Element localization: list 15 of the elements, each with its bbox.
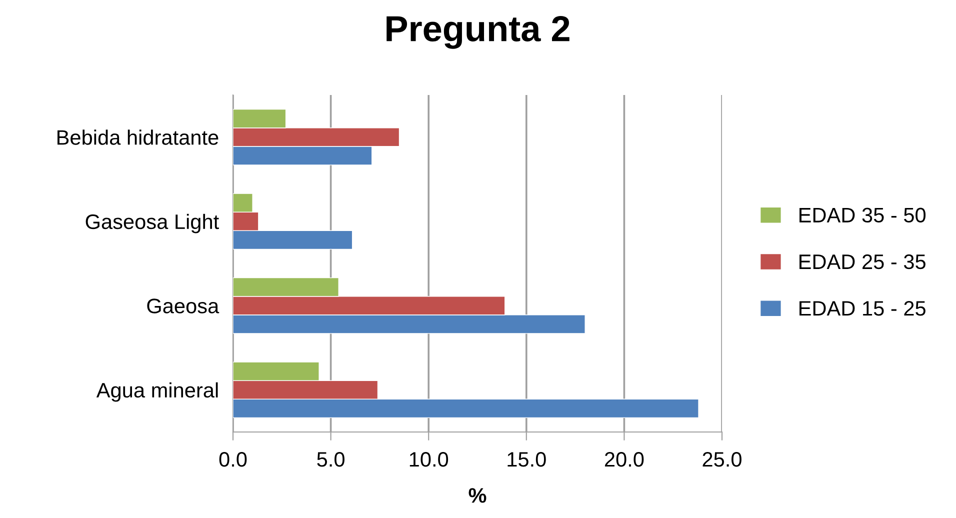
x-tick-label: 20.0 [604, 452, 644, 467]
chart-title: Pregunta 2 [386, 16, 570, 49]
x-axis-title: % [468, 488, 486, 503]
legend-label: EDAD 15 - 25 [800, 301, 926, 316]
x-tick-label: 5.0 [317, 452, 344, 467]
y-tick-label: Bebida hidratante [58, 130, 218, 145]
x-tick-label: 0.0 [219, 452, 247, 467]
x-tick-label: 10.0 [410, 452, 448, 467]
legend-label: EDAD 35 - 50 [800, 208, 926, 223]
legend-label: EDAD 25 - 35 [800, 254, 926, 270]
x-tick-label: 15.0 [508, 452, 546, 467]
y-tick-label: Gaeosa [147, 298, 220, 314]
y-tick-label: Agua mineral [96, 382, 218, 402]
x-tick-label: 25.0 [702, 452, 742, 467]
y-tick-label: Gaseosa Light [86, 214, 219, 234]
